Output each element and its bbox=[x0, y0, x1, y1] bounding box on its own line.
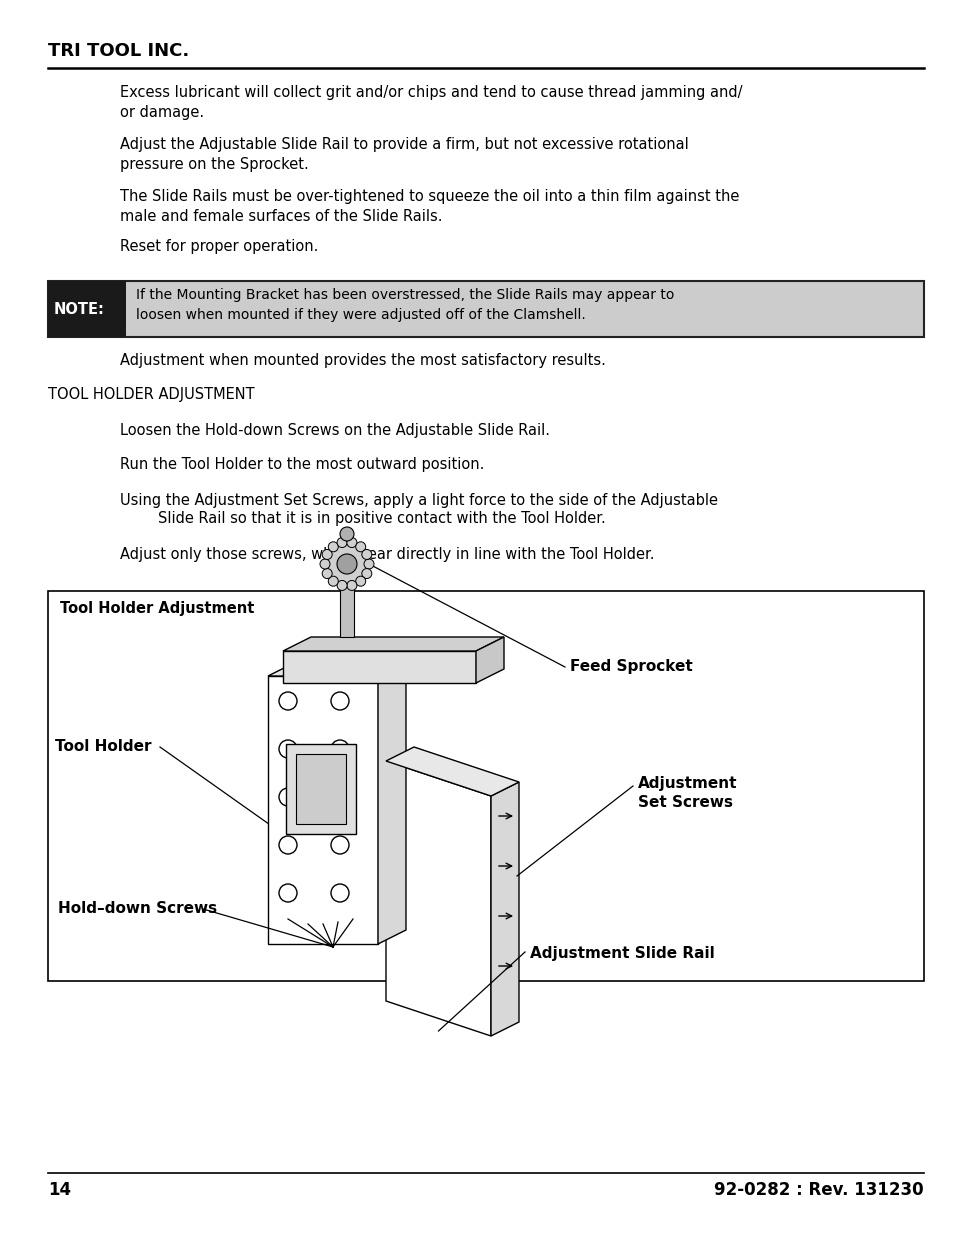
Text: Using the Adjustment Set Screws, apply a light force to the side of the Adjustab: Using the Adjustment Set Screws, apply a… bbox=[120, 493, 718, 508]
Circle shape bbox=[319, 559, 330, 569]
Polygon shape bbox=[283, 651, 476, 683]
Circle shape bbox=[278, 836, 296, 853]
Polygon shape bbox=[476, 637, 503, 683]
Polygon shape bbox=[268, 662, 406, 676]
Circle shape bbox=[339, 527, 354, 541]
Text: Run the Tool Holder to the most outward position.: Run the Tool Holder to the most outward … bbox=[120, 457, 484, 472]
Polygon shape bbox=[386, 761, 491, 1036]
Circle shape bbox=[361, 550, 372, 559]
Circle shape bbox=[336, 580, 347, 590]
Polygon shape bbox=[386, 747, 518, 797]
Text: Reset for proper operation.: Reset for proper operation. bbox=[120, 240, 318, 254]
Circle shape bbox=[364, 559, 374, 569]
Polygon shape bbox=[268, 676, 377, 944]
Circle shape bbox=[325, 542, 369, 585]
Text: Adjustment
Set Screws: Adjustment Set Screws bbox=[638, 776, 737, 810]
Polygon shape bbox=[377, 662, 406, 944]
Circle shape bbox=[331, 884, 349, 902]
Text: 92-0282 : Rev. 131230: 92-0282 : Rev. 131230 bbox=[714, 1181, 923, 1199]
Text: Hold–down Screws: Hold–down Screws bbox=[58, 902, 217, 916]
Circle shape bbox=[355, 577, 365, 587]
Polygon shape bbox=[295, 755, 346, 824]
Text: Adjustment Slide Rail: Adjustment Slide Rail bbox=[530, 946, 714, 961]
Bar bbox=[48, 282, 126, 337]
Circle shape bbox=[322, 568, 332, 578]
Circle shape bbox=[347, 537, 356, 547]
Polygon shape bbox=[339, 582, 354, 637]
Circle shape bbox=[278, 692, 296, 710]
Text: Tool Holder: Tool Holder bbox=[55, 739, 152, 755]
Circle shape bbox=[322, 550, 332, 559]
Text: TOOL HOLDER ADJUSTMENT: TOOL HOLDER ADJUSTMENT bbox=[48, 387, 254, 403]
Circle shape bbox=[331, 692, 349, 710]
Circle shape bbox=[331, 740, 349, 758]
Text: If the Mounting Bracket has been overstressed, the Slide Rails may appear to
loo: If the Mounting Bracket has been overstr… bbox=[136, 288, 674, 321]
Text: Adjust only those screws, which bear directly in line with the Tool Holder.: Adjust only those screws, which bear dir… bbox=[120, 547, 654, 562]
Polygon shape bbox=[491, 782, 518, 1036]
Text: Loosen the Hold-down Screws on the Adjustable Slide Rail.: Loosen the Hold-down Screws on the Adjus… bbox=[120, 424, 550, 438]
Circle shape bbox=[336, 555, 356, 574]
Circle shape bbox=[278, 740, 296, 758]
Text: The Slide Rails must be over-tightened to squeeze the oil into a thin film again: The Slide Rails must be over-tightened t… bbox=[120, 189, 739, 225]
Circle shape bbox=[361, 568, 372, 578]
Text: Feed Sprocket: Feed Sprocket bbox=[569, 659, 692, 674]
Text: NOTE:: NOTE: bbox=[54, 301, 105, 316]
Text: Excess lubricant will collect grit and/or chips and tend to cause thread jamming: Excess lubricant will collect grit and/o… bbox=[120, 85, 741, 120]
Bar bbox=[48, 592, 923, 981]
Text: 14: 14 bbox=[48, 1181, 71, 1199]
Circle shape bbox=[328, 577, 338, 587]
Circle shape bbox=[328, 542, 338, 552]
Circle shape bbox=[355, 542, 365, 552]
Text: Tool Holder Adjustment: Tool Holder Adjustment bbox=[60, 601, 254, 616]
Circle shape bbox=[347, 580, 356, 590]
Circle shape bbox=[331, 836, 349, 853]
Text: Adjustment when mounted provides the most satisfactory results.: Adjustment when mounted provides the mos… bbox=[120, 353, 605, 368]
Text: Slide Rail so that it is in positive contact with the Tool Holder.: Slide Rail so that it is in positive con… bbox=[158, 511, 605, 526]
Text: TRI TOOL INC.: TRI TOOL INC. bbox=[48, 42, 189, 61]
Circle shape bbox=[336, 537, 347, 547]
Polygon shape bbox=[286, 743, 355, 834]
Circle shape bbox=[331, 788, 349, 806]
Polygon shape bbox=[283, 637, 503, 651]
Circle shape bbox=[278, 788, 296, 806]
Circle shape bbox=[278, 884, 296, 902]
Bar bbox=[48, 282, 923, 337]
Text: Adjust the Adjustable Slide Rail to provide a firm, but not excessive rotational: Adjust the Adjustable Slide Rail to prov… bbox=[120, 137, 688, 173]
